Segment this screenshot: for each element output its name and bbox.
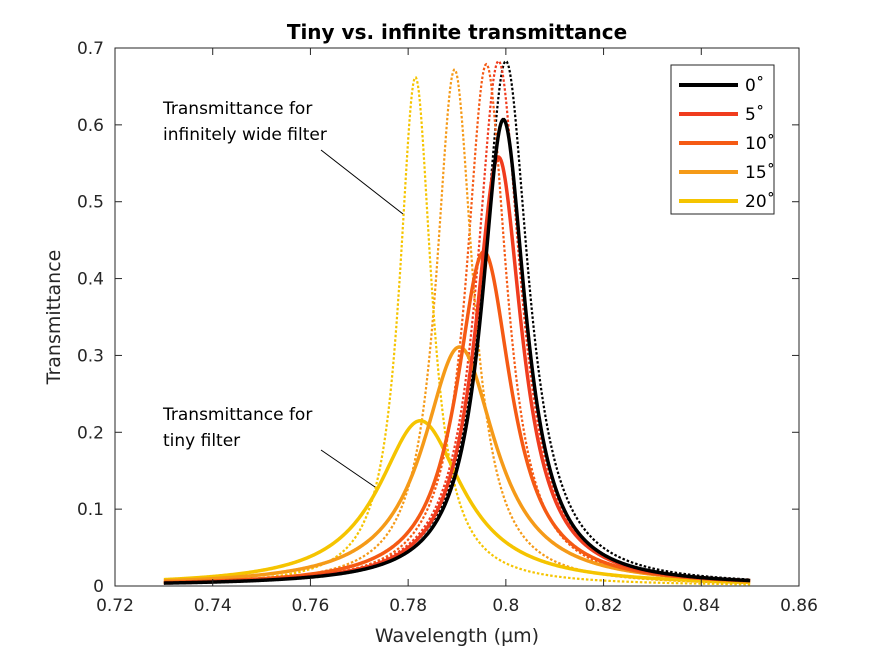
- chart-title: Tiny vs. infinite transmittance: [287, 20, 627, 44]
- x-tick-label: 0.8: [492, 596, 519, 616]
- legend-label-4: 20˚: [745, 191, 775, 212]
- legend-items: 0˚ 5˚ 10˚ 15˚ 20˚: [679, 75, 775, 212]
- x-tick-label: 0.82: [585, 596, 623, 616]
- y-tick-label: 0.6: [77, 116, 104, 136]
- annotation-infinite-line1: Transmittance for: [162, 99, 312, 119]
- legend-label-1: 5˚: [745, 104, 764, 125]
- y-tick-label: 0.5: [77, 193, 104, 213]
- x-tick-label: 0.78: [389, 596, 427, 616]
- y-tick-label: 0.3: [77, 346, 104, 366]
- annotation-tiny-line1: Transmittance for: [162, 405, 312, 425]
- infinite-filter-curve-4: [163, 76, 751, 586]
- legend-label-2: 10˚: [745, 133, 775, 154]
- y-tick-label: 0.4: [77, 270, 104, 290]
- legend-label-3: 15˚: [745, 162, 775, 183]
- x-tick-label: 0.76: [291, 596, 329, 616]
- legend: 0˚ 5˚ 10˚ 15˚ 20˚: [670, 64, 775, 215]
- x-tick-label: 0.72: [96, 596, 134, 616]
- x-axis-label: Wavelength (µm): [375, 625, 539, 647]
- annotation-tiny-pointer: [320, 449, 376, 488]
- y-tick-label: 0.2: [77, 423, 104, 443]
- annotation-tiny: Transmittance for tiny filter: [162, 405, 376, 488]
- axes-box: [114, 47, 800, 587]
- y-tick-label: 0: [93, 577, 104, 597]
- x-tick-label: 0.84: [682, 596, 720, 616]
- y-tick-label: 0.1: [77, 500, 104, 520]
- y-axis-label: Transmittance: [43, 250, 65, 386]
- axis-ticks: 0.72 0.74 0.76 0.78 0.8 0.82 0.84 0.86 0 0.1 0.2 0.…: [77, 39, 818, 616]
- annotation-tiny-line2: tiny filter: [163, 431, 240, 451]
- annotation-infinite-line2: infinitely wide filter: [163, 125, 327, 145]
- y-tick-label: 0.7: [77, 39, 104, 59]
- tiny-filter-curve-0: [163, 117, 751, 585]
- legend-box: [670, 64, 775, 215]
- x-tick-label: 0.74: [194, 596, 232, 616]
- annotation-infinite: Transmittance for infinitely wide filter: [162, 99, 404, 215]
- legend-label-0: 0˚: [745, 75, 764, 96]
- annotation-infinite-pointer: [320, 149, 404, 215]
- series-curves: [163, 59, 751, 586]
- x-tick-label: 0.86: [780, 596, 818, 616]
- tiny-filter-curve-4: [163, 419, 751, 584]
- infinite-filter-curve-0: [163, 59, 751, 584]
